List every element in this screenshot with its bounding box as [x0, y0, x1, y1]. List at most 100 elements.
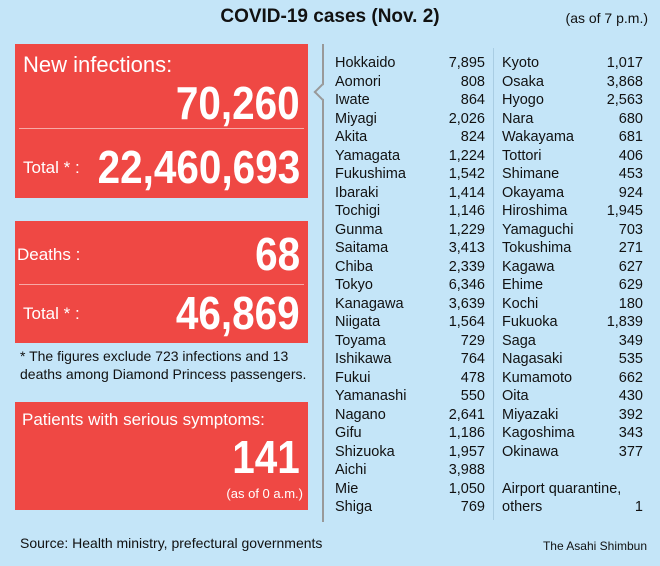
table-row: Saga 349: [502, 332, 643, 350]
table-row: Miyazaki 392: [502, 406, 643, 424]
prefecture-cases: 6,346: [448, 277, 485, 293]
prefecture-cases: 3,639: [448, 295, 485, 312]
prefecture-name: Niigata: [335, 314, 381, 330]
prefecture-name: Nagasaki: [502, 351, 563, 367]
serious-symptoms-panel: Patients with serious symptoms: 141 (as …: [15, 402, 308, 510]
deaths-value: 68: [254, 228, 300, 280]
footnote: * The figures exclude 723 infections and…: [20, 348, 307, 382]
prefecture-name: Shizuoka: [335, 443, 395, 460]
table-row: Ishikawa 764: [335, 350, 485, 368]
prefecture-cases: 7,895: [448, 55, 485, 71]
table-row: Kochi 180: [502, 295, 643, 313]
new-infections-label: New infections:: [23, 52, 173, 77]
prefecture-cases: 1,186: [448, 425, 485, 441]
prefecture-cases: 343: [618, 425, 643, 441]
prefecture-name: Gunma: [335, 221, 383, 238]
prefecture-cases: 550: [460, 388, 485, 404]
prefecture-cases: 924: [618, 184, 643, 201]
prefecture-cases: 430: [618, 388, 643, 404]
table-row: Okinawa 377: [502, 443, 643, 461]
prefecture-cases: 1,224: [448, 147, 485, 164]
prefecture-cases: 1,017: [606, 55, 643, 71]
page-title: COVID-19 cases (Nov. 2): [220, 6, 440, 27]
prefecture-name: Kumamoto: [502, 369, 573, 386]
prefecture-cases: 2,641: [448, 406, 485, 423]
prefecture-name: Kochi: [502, 295, 539, 312]
table-row: Kagoshima 343: [502, 424, 643, 442]
prefecture-name: Fukushima: [335, 166, 406, 182]
prefecture-name: Osaka: [502, 73, 544, 90]
prefecture-name: Nagano: [335, 406, 386, 423]
deaths-panel: Deaths : 68 Total * : 46,869: [15, 221, 308, 343]
table-row: Nagano 2,641: [335, 406, 485, 424]
prefecture-name: Aomori: [335, 73, 381, 90]
prefecture-name: Miyagi: [335, 110, 377, 127]
prefecture-name: Miyazaki: [502, 406, 559, 423]
table-row: Oita 430: [502, 387, 643, 405]
serious-as-of: (as of 0 a.m.): [226, 486, 303, 501]
airport-value: 1: [634, 499, 643, 515]
prefecture-name: Tochigi: [335, 203, 381, 219]
prefecture-name: Chiba: [335, 258, 373, 275]
table-row: Nagasaki 535: [502, 350, 643, 368]
prefecture-cases: 406: [618, 147, 643, 164]
table-row: Yamagata 1,224: [335, 147, 485, 165]
airport-label-2: others: [502, 499, 543, 515]
prefecture-name: Toyama: [335, 332, 386, 349]
prefecture-cases: 2,563: [606, 92, 643, 108]
prefecture-name: Yamagata: [335, 147, 401, 164]
table-row: Osaka 3,868: [502, 73, 643, 91]
prefecture-name: Nara: [502, 110, 534, 127]
prefecture-name: Hiroshima: [502, 203, 568, 219]
column-divider: [493, 48, 494, 520]
table-row: Kumamoto 662: [502, 369, 643, 387]
prefecture-name: Tokyo: [335, 277, 373, 293]
table-row: Tokushima 271: [502, 239, 643, 257]
prefecture-cases: 729: [460, 332, 485, 349]
table-row: Shimane 453: [502, 165, 643, 183]
table-row: Iwate 864: [335, 91, 485, 109]
prefecture-name: Yamaguchi: [502, 221, 574, 238]
prefecture-cases: 1,050: [448, 480, 485, 497]
table-row: Fukushima 1,542: [335, 165, 485, 183]
prefecture-name: Ehime: [502, 277, 544, 293]
table-row: Tottori 406: [502, 147, 643, 165]
total-deaths-value: 46,869: [176, 287, 300, 339]
table-row: Shiga 769: [335, 498, 485, 516]
prefecture-cases: 377: [618, 443, 643, 460]
table-row: Nara 680: [502, 110, 643, 128]
prefecture-cases: 769: [460, 499, 485, 515]
prefecture-cases: 349: [618, 332, 643, 349]
credit: The Asahi Shimbun: [542, 539, 647, 553]
prefecture-name: Iwate: [335, 92, 370, 108]
table-row: Okayama 924: [502, 184, 643, 202]
prefecture-name: Ibaraki: [335, 184, 379, 201]
prefecture-cases: 1,564: [448, 314, 485, 330]
prefecture-cases: 3,413: [448, 240, 485, 256]
prefecture-cases: 864: [460, 92, 485, 108]
deaths-label: Deaths :: [17, 245, 81, 264]
prefecture-cases: 453: [618, 166, 643, 182]
prefecture-name: Wakayama: [502, 129, 574, 145]
table-row: Chiba 2,339: [335, 258, 485, 276]
prefecture-cases: 824: [460, 129, 485, 145]
table-row: Hiroshima 1,945: [502, 202, 643, 220]
table-row: Niigata 1,564: [335, 313, 485, 331]
prefecture-name: Saitama: [335, 240, 389, 256]
new-infections-value: 70,260: [176, 77, 300, 129]
prefecture-cases: 1,839: [606, 314, 643, 330]
prefecture-cases: 662: [618, 369, 643, 386]
prefecture-cases: 271: [618, 240, 643, 256]
table-row: Ehime 629: [502, 276, 643, 294]
serious-symptoms-label: Patients with serious symptoms:: [22, 410, 265, 429]
table-row: Fukui 478: [335, 369, 485, 387]
airport-row: Airport quarantine,: [502, 480, 643, 498]
prefecture-name: Kagawa: [502, 258, 555, 275]
table-row: Akita 824: [335, 128, 485, 146]
prefecture-name: Hokkaido: [335, 55, 396, 71]
table-row: Wakayama 681: [502, 128, 643, 146]
prefecture-cases: 2,026: [448, 110, 485, 127]
prefecture-cases: 1,957: [448, 443, 485, 460]
prefecture-cases: 1,414: [448, 184, 485, 201]
prefecture-cases: 3,868: [606, 73, 643, 90]
